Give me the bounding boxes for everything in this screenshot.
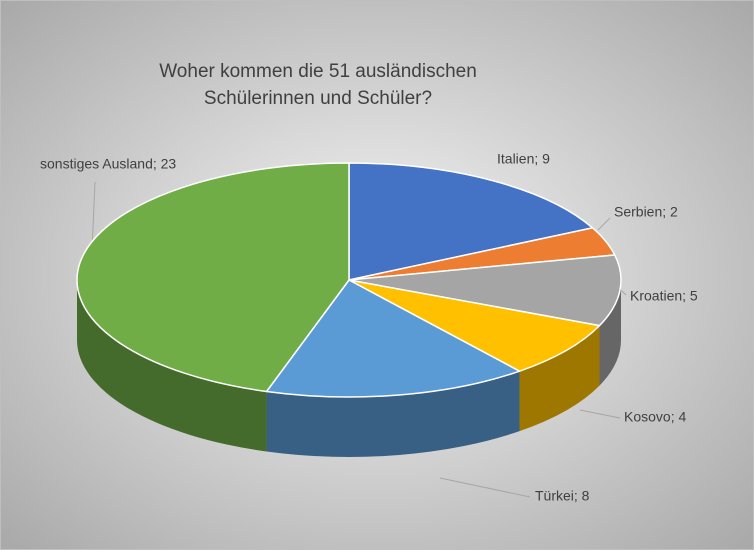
slice-side (519, 325, 600, 432)
data-label: Serbien; 2 (614, 204, 678, 220)
slice (76, 162, 350, 393)
data-label: Kosovo; 4 (624, 409, 686, 425)
slice (348, 279, 601, 372)
chart-title: Woher kommen die 51 ausländischen (159, 61, 477, 82)
slice (348, 162, 594, 281)
slice-side (599, 280, 621, 386)
tops (76, 162, 622, 398)
slice-side (266, 371, 520, 458)
data-label: Türkei; 8 (535, 488, 590, 504)
leader-line (579, 409, 621, 419)
leader-line (439, 477, 531, 498)
data-label: Italien; 9 (497, 151, 550, 167)
chart-title: Schülerinnen und Schüler? (204, 88, 432, 109)
slice-side (77, 280, 267, 452)
leader-line (91, 181, 96, 251)
slice (348, 254, 622, 327)
sides (77, 280, 621, 458)
slice (265, 279, 521, 398)
leader-line (597, 217, 611, 231)
data-label: Kroatien; 5 (630, 288, 698, 304)
data-label: sonstiges Ausland; 23 (40, 156, 176, 172)
